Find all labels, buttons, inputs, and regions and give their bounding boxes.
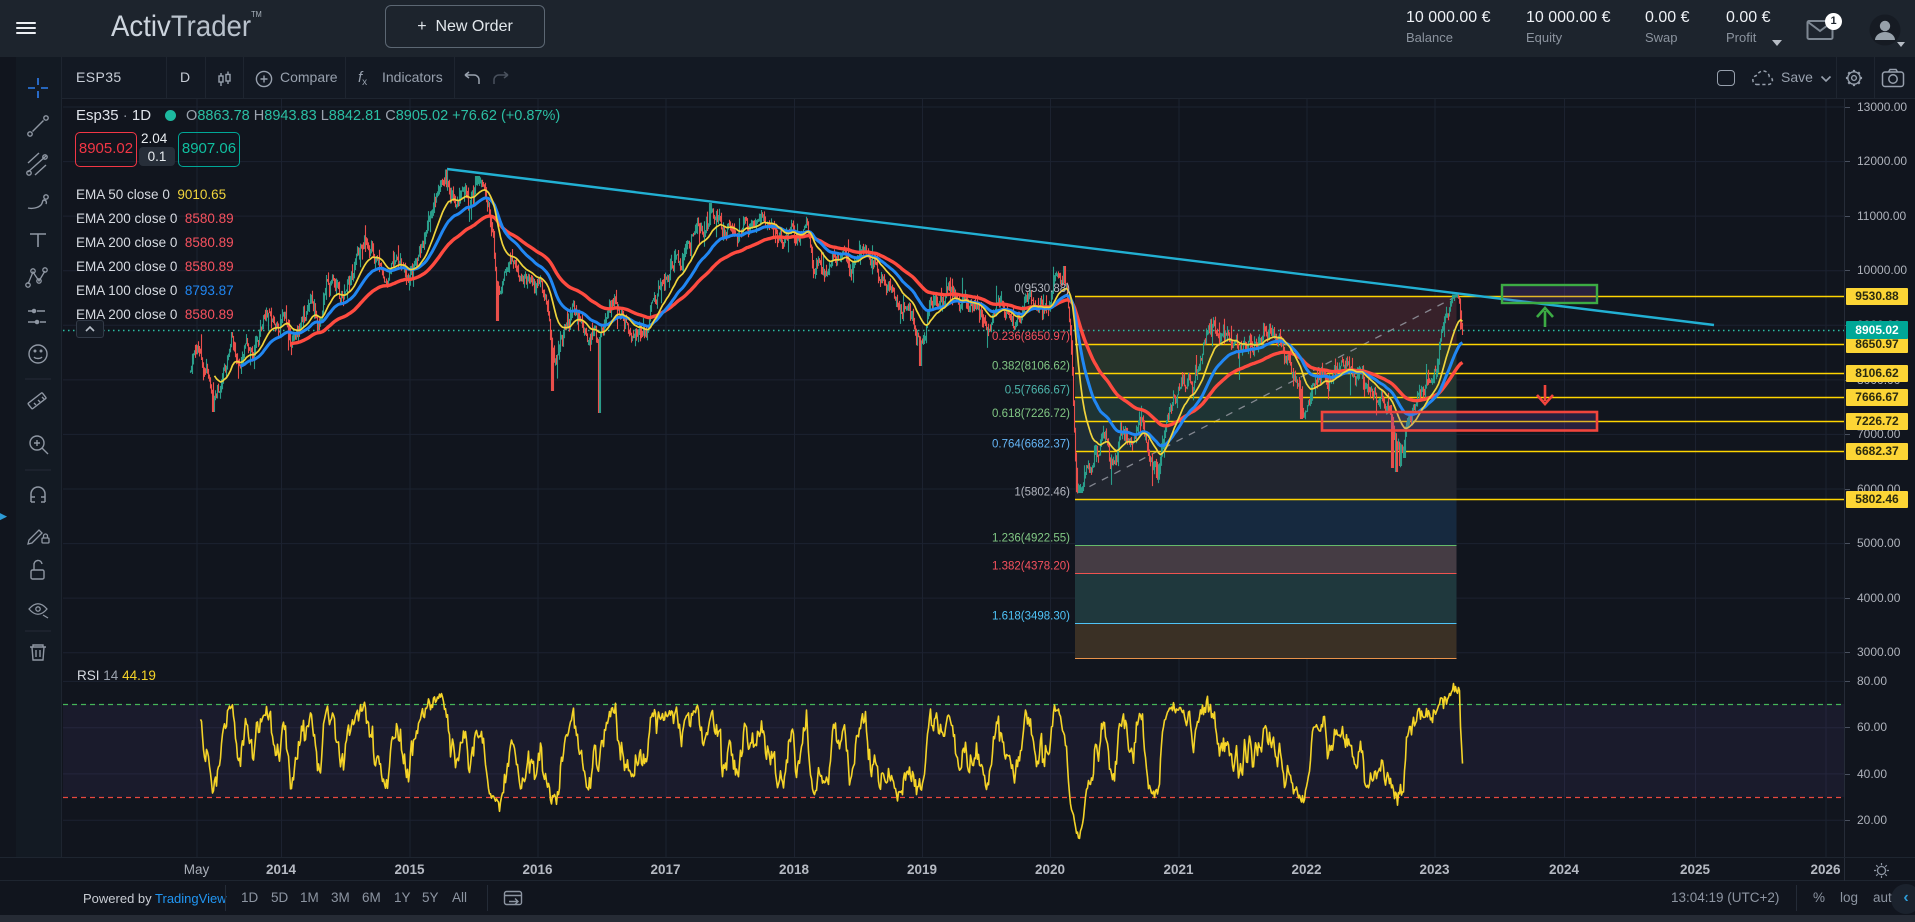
svg-text:1.618(3498.30): 1.618(3498.30) (992, 611, 1070, 623)
svg-text:1(5802.46): 1(5802.46) (1014, 487, 1070, 499)
svg-text:0.236(8650.97): 0.236(8650.97) (992, 331, 1070, 343)
svg-text:0.618(7226.72): 0.618(7226.72) (992, 408, 1070, 420)
svg-text:1.382(4378.20): 1.382(4378.20) (992, 561, 1070, 573)
svg-text:0(9530.88): 0(9530.88) (1014, 283, 1070, 295)
svg-text:0.382(8106.62): 0.382(8106.62) (992, 361, 1070, 373)
svg-text:0.5(7666.67): 0.5(7666.67) (1005, 385, 1070, 397)
svg-text:0.764(6682.37): 0.764(6682.37) (992, 439, 1070, 451)
svg-text:1.236(4922.55): 1.236(4922.55) (992, 533, 1070, 545)
